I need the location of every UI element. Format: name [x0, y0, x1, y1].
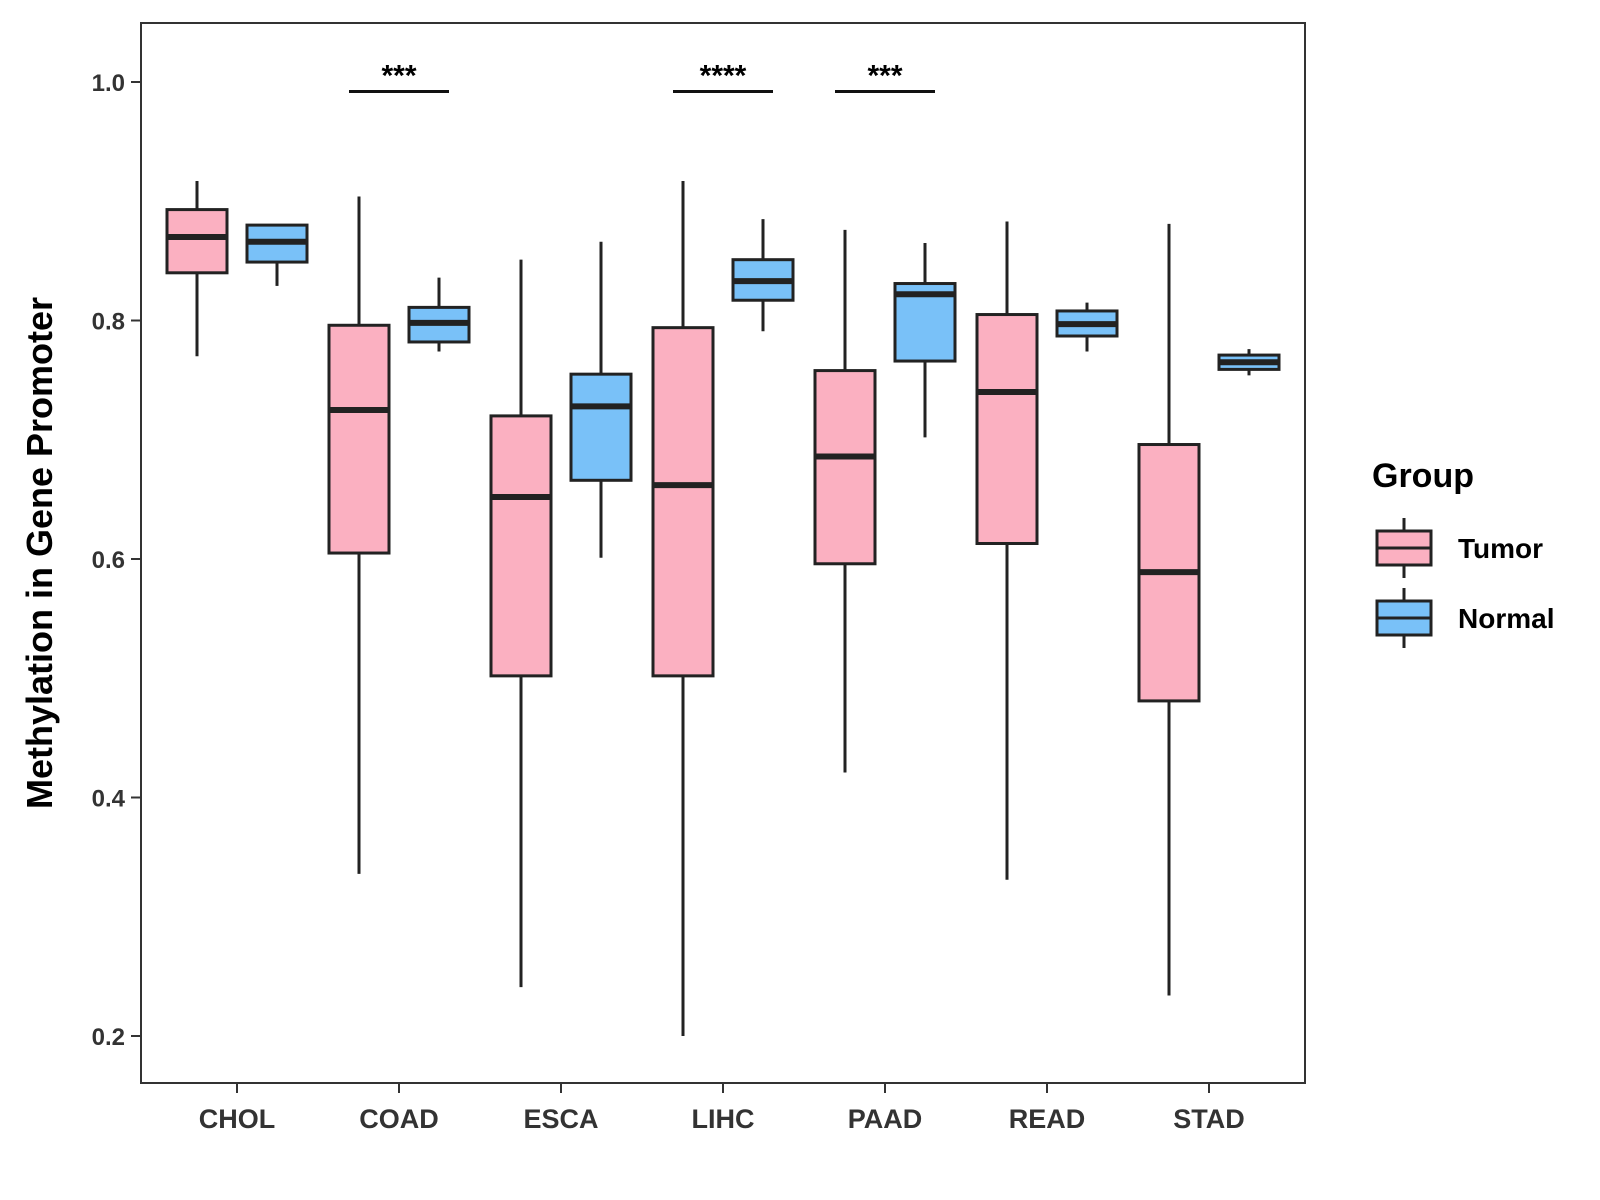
box-body	[327, 323, 391, 555]
box-normal-coad	[407, 277, 471, 352]
significance-paad: ***	[835, 60, 935, 94]
y-tick-label: 0.4	[92, 786, 126, 813]
y-tick-label: 0.2	[92, 1024, 125, 1051]
x-tick-label: ESCA	[523, 1104, 598, 1134]
x-tick-label: PAAD	[848, 1104, 923, 1134]
legend-label: Tumor	[1458, 533, 1543, 564]
y-tick-label: 0.6	[92, 547, 125, 574]
box-normal-esca	[569, 241, 633, 558]
significance-layer: *** **** ***	[349, 60, 935, 94]
y-tick-label: 0.8	[92, 309, 125, 336]
box-normal-paad	[893, 242, 957, 438]
box-body	[813, 369, 877, 566]
box-normal-chol	[245, 223, 309, 286]
legend: Group Tumor Normal	[1372, 457, 1554, 648]
box-layer	[165, 180, 1281, 1036]
box-tumor-esca	[489, 259, 553, 988]
box-body	[651, 326, 715, 678]
legend-item-tumor: Tumor	[1375, 518, 1543, 578]
x-tick-label: LIHC	[692, 1104, 755, 1134]
significance-label: ***	[381, 60, 416, 93]
box-body	[489, 414, 553, 678]
box-tumor-coad	[327, 196, 391, 874]
box-body	[569, 372, 633, 482]
legend-title: Group	[1372, 457, 1474, 495]
box-normal-lihc	[731, 219, 795, 332]
box-tumor-stad	[1137, 223, 1201, 996]
x-tick-label: COAD	[359, 1104, 439, 1134]
plot-panel-border	[140, 22, 1306, 1084]
significance-coad: ***	[349, 60, 449, 94]
box-tumor-lihc	[651, 180, 715, 1036]
y-axis-title: Methylation in Gene Promoter	[19, 297, 60, 809]
box-tumor-read	[975, 221, 1039, 880]
x-tick-label: READ	[1009, 1104, 1086, 1134]
box-normal-read	[1055, 302, 1119, 352]
x-tick-label: CHOL	[199, 1104, 276, 1134]
significance-lihc: ****	[673, 60, 773, 94]
significance-label: ****	[700, 60, 747, 93]
significance-label: ***	[867, 60, 902, 93]
y-tick-label: 1.0	[92, 70, 125, 97]
box-body	[975, 313, 1039, 545]
box-body	[165, 208, 229, 275]
y-axis: 0.2 0.4 0.6 0.8 1.0	[92, 70, 141, 1051]
legend-label: Normal	[1458, 603, 1554, 634]
x-tick-label: STAD	[1173, 1104, 1245, 1134]
box-normal-stad	[1217, 349, 1281, 376]
box-tumor-chol	[165, 180, 229, 357]
box-tumor-paad	[813, 229, 877, 773]
legend-item-normal: Normal	[1375, 588, 1554, 648]
x-axis: CHOL COAD ESCA LIHC PAAD READ STAD	[199, 1083, 1245, 1134]
